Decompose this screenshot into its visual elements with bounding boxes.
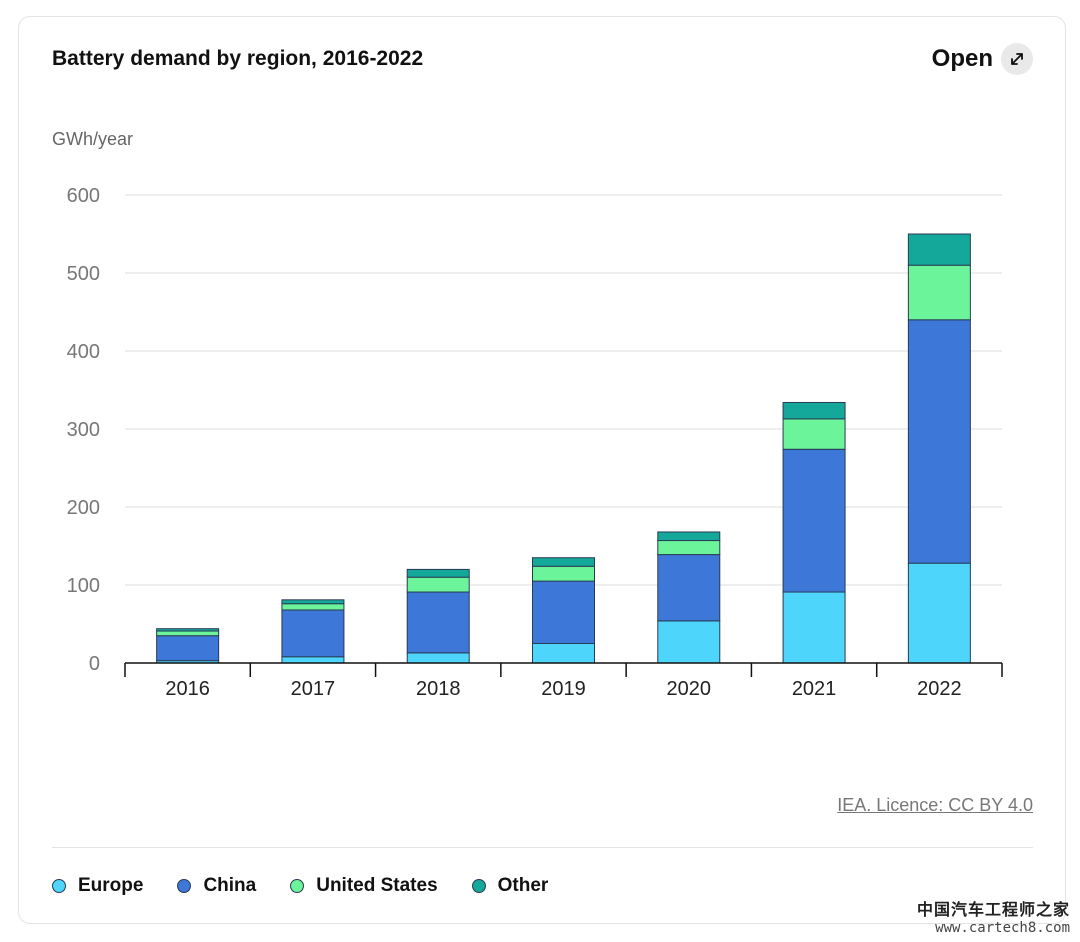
bar-segment-other — [156, 628, 220, 632]
bar-segment-china — [782, 448, 846, 593]
legend-item[interactable]: China — [177, 875, 256, 897]
bar-segment-other — [907, 233, 971, 266]
legend-label: Other — [497, 875, 549, 896]
bar-segment-europe — [657, 620, 721, 664]
bar-segment-china — [281, 609, 345, 658]
bar-segment-united-states — [156, 630, 220, 637]
bar-segment-united-states — [406, 576, 470, 593]
bar-segment-other — [281, 599, 345, 605]
open-button[interactable]: Open — [932, 43, 1033, 75]
y-tick-label: 100 — [67, 575, 100, 597]
y-tick-label: 500 — [67, 263, 100, 285]
bar-segment-china — [406, 591, 470, 654]
x-tick-label: 2020 — [667, 678, 712, 700]
legend-swatch — [177, 879, 192, 893]
legend-divider — [52, 847, 1033, 848]
x-tick-label: 2022 — [917, 678, 962, 700]
legend-label: United States — [316, 875, 438, 896]
bar-segment-europe — [281, 656, 345, 664]
legend-label: China — [203, 875, 257, 896]
bar-segment-europe — [907, 562, 971, 664]
x-tick-label: 2019 — [541, 678, 586, 700]
legend-swatch — [290, 879, 305, 893]
licence-link[interactable]: IEA. Licence: CC BY 4.0 — [837, 795, 1033, 815]
bar-segment-china — [532, 580, 595, 644]
watermark-url: www.cartech8.com — [935, 920, 1070, 936]
y-tick-label: 600 — [67, 185, 100, 207]
bar-segment-united-states — [782, 418, 846, 450]
bar-segment-europe — [532, 643, 595, 664]
open-label[interactable]: Open — [931, 45, 993, 72]
watermark-text: 中国汽车工程师之家 — [916, 900, 1070, 919]
bar-segment-china — [156, 635, 220, 662]
bar-segment-china — [907, 319, 971, 564]
watermark: 中国汽车工程师之家 www.cartech8.com — [917, 896, 1070, 936]
bar-segment-china — [657, 554, 721, 622]
bar-segment-other — [782, 401, 846, 420]
chart-title: Battery demand by region, 2016-2022 — [52, 47, 424, 70]
legend-swatch — [471, 879, 486, 893]
y-tick-label: 300 — [67, 419, 100, 441]
bar-segment-other — [406, 568, 470, 578]
bar-segment-united-states — [907, 264, 971, 321]
y-tick-label: 0 — [89, 653, 100, 675]
bar-segment-europe — [406, 652, 470, 664]
y-axis-unit-label: GWh/year — [52, 129, 134, 149]
expand-arrows-icon[interactable] — [1001, 43, 1033, 75]
bar-segment-other — [657, 531, 721, 542]
legend-label: Europe — [78, 875, 144, 896]
bar-segment-united-states — [281, 603, 345, 611]
x-tick-label: 2018 — [416, 678, 461, 700]
bar-segment-united-states — [657, 540, 721, 556]
legend-swatch — [52, 879, 66, 893]
bar-segment-other — [532, 557, 595, 567]
chart-card: Battery demand by region, 2016-2022 Open… — [18, 16, 1066, 924]
legend-item[interactable]: Other — [471, 875, 549, 897]
x-tick-label: 2017 — [291, 678, 336, 700]
y-tick-label: 200 — [67, 497, 100, 519]
legend-item[interactable]: United States — [290, 875, 438, 897]
x-tick-label: 2021 — [792, 678, 837, 700]
legend-item[interactable]: Europe — [52, 875, 143, 897]
bar-segment-europe — [782, 591, 846, 664]
x-tick-label: 2016 — [165, 678, 210, 700]
bar-segment-united-states — [532, 565, 595, 582]
y-tick-label: 400 — [67, 341, 100, 363]
chart-legend: Europe China United States Other — [52, 875, 548, 897]
